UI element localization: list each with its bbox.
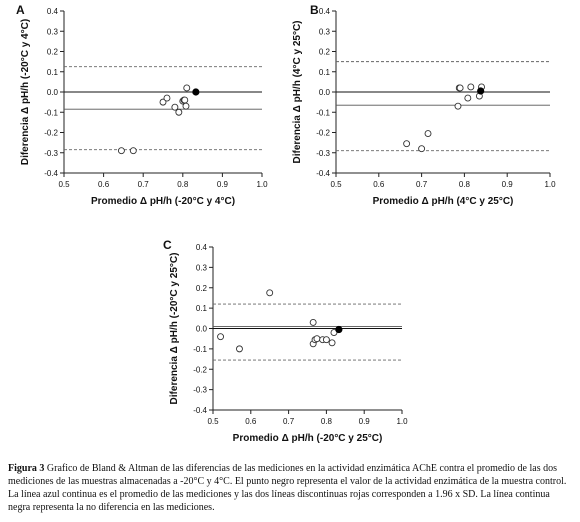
x-tick-label: 0.5 xyxy=(207,417,219,426)
data-point xyxy=(309,318,317,326)
data-point xyxy=(159,98,167,106)
caption-label: Figura 3 xyxy=(8,463,45,474)
y-tick-label: 0.0 xyxy=(319,88,331,97)
y-tick-label: -0.2 xyxy=(193,365,207,374)
data-point xyxy=(403,140,411,148)
data-point xyxy=(467,83,475,91)
control-point xyxy=(477,87,485,95)
y-tick-label: 0.1 xyxy=(196,304,208,313)
y-tick-label: 0.2 xyxy=(319,48,331,57)
x-tick-label: 0.5 xyxy=(330,180,342,189)
data-point xyxy=(129,147,137,155)
x-tick-label: 0.7 xyxy=(138,180,150,189)
y-tick-label: 0.3 xyxy=(196,263,208,272)
y-tick-label: -0.4 xyxy=(44,169,58,178)
chart-panel-b: B -0.4 -0.3 -0.2 -0.1 0.0 0.1 0.2 0.3 0.4 0.5 0.6 0.… xyxy=(292,3,556,207)
y-axis-title: Diferencia Δ pH/h (-20°C y 25°C) xyxy=(169,253,180,405)
y-tick-label: -0.1 xyxy=(193,345,207,354)
y-axis-title: Diferencia Δ pH/h (4°C y 25°C) xyxy=(292,21,303,164)
caption-text: Grafico de Bland & Altman de las diferen… xyxy=(8,463,567,513)
y-tick-label: -0.1 xyxy=(316,108,330,117)
x-tick-label: 1.0 xyxy=(544,180,556,189)
x-tick-label: 0.6 xyxy=(98,180,110,189)
y-tick-label: 0.1 xyxy=(319,68,331,77)
figure-caption: Figura 3 Grafico de Bland & Altman de la… xyxy=(8,462,574,514)
x-tick-label: 0.9 xyxy=(359,417,371,426)
data-point xyxy=(183,84,191,92)
bland-altman-figure: A -0.4 -0.3 -0.2 -0.1 0.0 0.1 0.2 0.3 0.4 0.5 0.6 0.… xyxy=(16,3,556,444)
y-tick-label: 0.3 xyxy=(47,27,59,36)
panel-label: C xyxy=(163,238,172,252)
x-tick-label: 0.8 xyxy=(177,180,189,189)
control-point xyxy=(335,325,343,334)
data-point xyxy=(322,336,330,344)
y-tick-label: -0.4 xyxy=(316,169,330,178)
y-tick-label: 0.4 xyxy=(47,7,59,16)
x-axis-title: Promedio Δ pH/h (-20°C y 4°C) xyxy=(91,196,235,207)
y-tick-label: -0.3 xyxy=(44,149,58,158)
x-axis-title: Promedio Δ pH/h (4°C y 25°C) xyxy=(373,196,514,207)
y-tick-label: 0.0 xyxy=(47,88,59,97)
data-point xyxy=(182,102,190,110)
chart-panel-c: C -0.4 -0.3 -0.2 -0.1 0.0 0.1 0.2 0.3 0.4 0.5 0.6 0.… xyxy=(163,238,408,444)
x-tick-label: 1.0 xyxy=(396,417,408,426)
x-tick-label: 0.7 xyxy=(283,417,295,426)
control-point xyxy=(192,88,200,96)
x-tick-label: 0.9 xyxy=(217,180,229,189)
y-tick-label: 0.4 xyxy=(196,243,208,252)
y-tick-label: 0.2 xyxy=(196,284,208,293)
x-axis-title: Promedio Δ pH/h (-20°C y 25°C) xyxy=(233,433,383,444)
data-point xyxy=(330,329,338,337)
data-point xyxy=(117,147,125,155)
x-tick-label: 0.8 xyxy=(321,417,333,426)
data-point xyxy=(181,96,189,104)
y-tick-label: 0.0 xyxy=(196,325,208,334)
chart-panel-a: A -0.4 -0.3 -0.2 -0.1 0.0 0.1 0.2 0.3 0.4 0.5 0.6 0.… xyxy=(16,3,268,207)
data-point xyxy=(217,333,225,341)
data-point xyxy=(328,339,336,347)
y-tick-label: -0.2 xyxy=(316,129,330,138)
panel-label: A xyxy=(16,3,25,17)
x-tick-label: 0.9 xyxy=(502,180,514,189)
data-point xyxy=(313,335,321,343)
data-point xyxy=(424,130,432,137)
y-tick-label: 0.1 xyxy=(47,68,59,77)
x-tick-label: 1.0 xyxy=(256,180,268,189)
data-point xyxy=(175,108,183,116)
x-tick-label: 0.6 xyxy=(373,180,385,189)
x-tick-label: 0.7 xyxy=(416,180,428,189)
x-tick-label: 0.8 xyxy=(459,180,471,189)
x-tick-label: 0.6 xyxy=(245,417,257,426)
data-point xyxy=(163,94,171,102)
y-tick-label: -0.3 xyxy=(316,149,330,158)
y-tick-label: 0.2 xyxy=(47,48,59,57)
data-point xyxy=(236,345,243,353)
data-point xyxy=(418,145,426,153)
x-tick-label: 0.5 xyxy=(58,180,70,189)
panel-label: B xyxy=(310,3,319,17)
y-tick-label: -0.3 xyxy=(193,386,207,395)
data-point xyxy=(454,102,462,110)
y-tick-label: 0.4 xyxy=(319,7,331,16)
y-tick-label: -0.4 xyxy=(193,406,207,415)
y-axis-title: Diferencia Δ pH/h (-20°C y 4°C) xyxy=(20,19,31,165)
data-point xyxy=(171,103,179,111)
y-tick-label: 0.3 xyxy=(319,27,331,36)
y-tick-label: -0.2 xyxy=(44,129,58,138)
data-point xyxy=(464,94,472,102)
y-tick-label: -0.1 xyxy=(44,108,58,117)
data-point xyxy=(456,84,464,92)
data-point xyxy=(266,289,274,297)
